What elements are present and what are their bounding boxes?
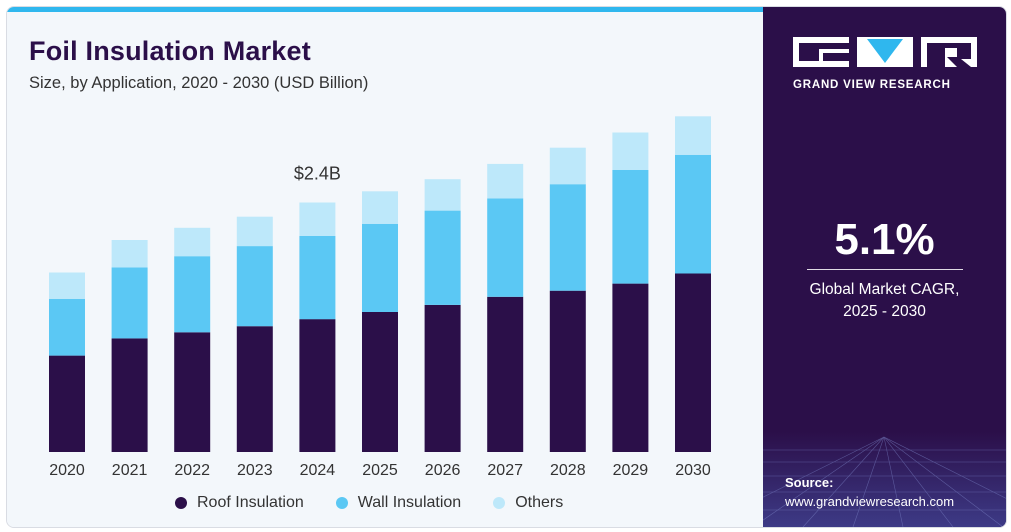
brand-name: GRAND VIEW RESEARCH	[793, 79, 951, 91]
legend-swatch-roof	[175, 497, 187, 509]
x-tick-label-2024: 2024	[300, 462, 336, 479]
bar-segment-others-2024	[299, 202, 336, 236]
x-tick-label-2022: 2022	[174, 462, 210, 479]
x-tick-label-2030: 2030	[675, 462, 711, 479]
bar-segment-wall-insulation-2028	[549, 184, 586, 291]
grid-decoration	[763, 432, 1006, 527]
bar-segment-roof-insulation-2029	[612, 283, 649, 452]
legend-item-roof-insulation: Roof Insulation	[175, 494, 304, 512]
x-tick-label-2028: 2028	[550, 462, 586, 479]
legend-swatch-wall	[335, 497, 348, 509]
bar-segment-others-2027	[487, 163, 524, 199]
legend-label-wall: Wall Insulation	[357, 494, 462, 511]
bar-segment-others-2025	[362, 191, 398, 224]
bar-segment-others-2030	[675, 116, 711, 155]
x-tick-label-2026: 2026	[425, 462, 461, 479]
bar-segment-roof-insulation-2025	[362, 312, 398, 452]
x-tick-label-2029: 2029	[613, 462, 649, 479]
bar-segment-others-2028	[549, 147, 586, 185]
bar-segment-roof-insulation-2020	[49, 355, 85, 452]
bar-segment-roof-insulation-2027	[487, 296, 524, 452]
bar-segment-roof-insulation-2030	[675, 273, 711, 452]
x-tick-label-2021: 2021	[112, 462, 148, 479]
bar-segment-others-2022	[174, 227, 211, 257]
logo-mark-g-icon	[793, 37, 849, 67]
data-label-2024: $2.4B	[294, 164, 341, 184]
bar-segment-roof-insulation-2024	[299, 319, 336, 452]
chart-title: Foil Insulation Market	[29, 36, 311, 66]
brand-logo: GRAND VIEW RESEARCH	[793, 37, 978, 91]
bar-segment-wall-insulation-2023	[236, 246, 273, 327]
cagr-label-line2: 2025 - 2030	[843, 303, 926, 320]
source-label: Source:	[785, 475, 834, 490]
bar-segment-wall-insulation-2026	[424, 210, 461, 305]
bar-segment-roof-insulation-2023	[236, 326, 273, 452]
bar-segment-roof-insulation-2026	[424, 304, 461, 452]
bar-segment-others-2026	[424, 179, 461, 211]
source-note: Source: www.grandviewresearch.com	[785, 473, 954, 511]
chart-panel: Foil Insulation Market Size, by Applicat…	[7, 12, 763, 527]
legend-label-others: Others	[515, 494, 564, 511]
bar-segment-others-2029	[612, 132, 649, 170]
x-tick-label-2023: 2023	[237, 462, 273, 479]
source-url: www.grandviewresearch.com	[785, 494, 955, 509]
grand-view-research-logo-icon	[793, 37, 978, 67]
cagr-label-line1: Global Market CAGR,	[809, 281, 960, 298]
bar-segment-wall-insulation-2030	[675, 154, 711, 274]
cagr-value: 5.1%	[834, 215, 935, 264]
bar-segment-others-2023	[236, 216, 273, 247]
accent-bar	[7, 7, 763, 12]
bar-segment-roof-insulation-2022	[174, 332, 211, 452]
chart-legend: Roof Insulation Wall Insulation Others	[175, 492, 563, 514]
x-tick-label-2027: 2027	[487, 462, 523, 479]
bar-segment-roof-insulation-2021	[111, 338, 148, 452]
bar-segment-wall-insulation-2022	[174, 256, 211, 333]
x-tick-label-2020: 2020	[49, 462, 85, 479]
bar-segment-others-2020	[49, 272, 85, 299]
chart-subtitle: Size, by Application, 2020 - 2030 (USD B…	[29, 74, 369, 92]
logo-mark-r-icon	[921, 37, 977, 67]
bar-segment-wall-insulation-2029	[612, 170, 649, 284]
bar-segment-wall-insulation-2027	[487, 198, 524, 297]
cagr-label: Global Market CAGR, 2025 - 2030	[763, 279, 1006, 323]
bar-segment-roof-insulation-2028	[549, 290, 586, 452]
bar-segment-wall-insulation-2025	[362, 223, 398, 312]
info-sidebar: GRAND VIEW RESEARCH 5.1% Global Market C…	[763, 7, 1006, 527]
cagr-divider	[807, 269, 963, 270]
bar-segment-wall-insulation-2021	[111, 267, 148, 339]
legend-item-others: Others	[493, 494, 563, 512]
infographic-card: Foil Insulation Market Size, by Applicat…	[6, 6, 1007, 528]
legend-label-roof: Roof Insulation	[197, 494, 304, 511]
logo-mark-v-icon	[857, 37, 913, 67]
legend-item-wall-insulation: Wall Insulation	[335, 494, 462, 512]
bar-segment-wall-insulation-2024	[299, 236, 336, 320]
x-tick-label-2025: 2025	[362, 462, 398, 479]
bar-segment-wall-insulation-2020	[49, 298, 85, 356]
legend-swatch-others	[493, 497, 506, 509]
stacked-bar-chart: 2020 2021 2022 2023 2024 $2.4B 2025 2026 2027 202…	[49, 116, 711, 479]
bar-segment-others-2021	[111, 240, 148, 268]
